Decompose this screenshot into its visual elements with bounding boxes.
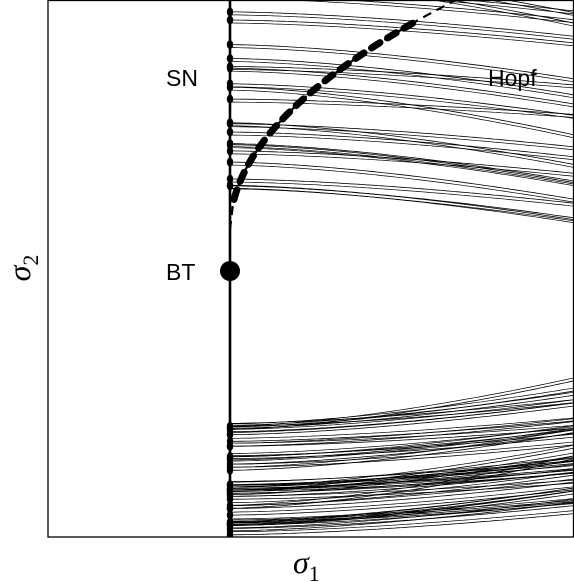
lower-curve: [229, 405, 574, 436]
lower-curve-twin: [229, 429, 574, 462]
lower-curve-twin: [230, 471, 574, 503]
upper-curve: [230, 178, 574, 204]
upper-curve-twin: [428, 0, 574, 15]
plot-area: [48, 0, 574, 537]
upper-curve-twin: [230, 47, 574, 83]
lower-curve-twin: [230, 399, 574, 430]
x-axis-symbol: σ: [293, 544, 310, 580]
upper-curve-twin: [230, 70, 574, 108]
upper-curve-twin: [230, 69, 574, 89]
lower-curve-twin: [230, 500, 574, 521]
upper-curve-twin: [430, 0, 574, 27]
lower-curve: [230, 429, 574, 457]
lower-curve: [230, 420, 574, 442]
lower-curve-twin: [229, 456, 574, 483]
curve-family-group: [229, 0, 574, 536]
lower-curve-twin: [230, 510, 574, 533]
lower-curve: [230, 447, 574, 491]
lower-curve-twin: [229, 498, 574, 529]
bt-point: [220, 261, 240, 281]
lower-curve: [230, 474, 574, 506]
lower-curve: [230, 502, 574, 524]
lower-curve-twin: [229, 429, 574, 468]
upper-curve: [229, 143, 574, 182]
lower-curve-twin: [230, 487, 574, 522]
lower-curve: [229, 501, 574, 532]
upper-curve: [230, 144, 574, 184]
lower-curve-twin: [229, 418, 574, 444]
x-axis-subscript: 1: [309, 561, 320, 582]
lower-curve-twin: [230, 490, 574, 523]
lower-curve-twin: [230, 417, 574, 439]
lower-curve: [229, 436, 574, 460]
tangency-markers: [226, 7, 234, 537]
lower-curve-twin: [229, 425, 574, 444]
upper-curve: [230, 58, 574, 96]
upper-curve-twin: [230, 181, 574, 207]
lower-curve: [230, 513, 574, 536]
lower-curve: [230, 390, 574, 428]
lower-curve: [230, 458, 574, 509]
upper-curve: [448, 0, 574, 24]
lower-curve: [230, 394, 574, 429]
lower-curve: [229, 459, 574, 486]
lower-curve-twin: [230, 486, 574, 513]
hopf-label: Hopf: [488, 65, 537, 91]
upper-curve: [461, 0, 574, 12]
hopf-tangency-dashes: [230, 15, 424, 203]
upper-curve: [230, 184, 574, 221]
lower-curve: [229, 432, 574, 465]
upper-curve-twin: [230, 153, 574, 177]
upper-curve-twin: [229, 126, 574, 151]
y-axis-symbol: σ: [1, 264, 37, 281]
lower-curve: [230, 472, 574, 492]
upper-curve: [230, 44, 574, 80]
lower-curve: [229, 432, 574, 471]
upper-curve: [229, 123, 574, 148]
lower-curve-twin: [229, 402, 574, 433]
upper-curve-twin: [230, 147, 574, 187]
upper-curve-twin: [230, 14, 574, 40]
upper-curve-twin: [230, 86, 574, 119]
upper-curve-twin: [229, 146, 574, 185]
lower-curve-twin: [230, 387, 574, 425]
upper-curve-twin: [230, 187, 574, 224]
upper-curve-twin: [230, 89, 574, 139]
sn-label: SN: [166, 65, 198, 91]
lower-curve: [230, 490, 574, 525]
lower-curve-twin: [230, 426, 574, 454]
lower-curve-twin: [230, 441, 574, 465]
bt-label: BT: [166, 259, 195, 285]
lower-curve: [230, 481, 574, 509]
upper-curve: [504, 0, 574, 13]
lower-curve: [229, 421, 574, 447]
lower-curve: [230, 493, 574, 526]
lower-curve-twin: [230, 391, 574, 426]
upper-curve: [230, 161, 574, 200]
upper-curve: [230, 150, 574, 174]
upper-curve: [230, 83, 574, 116]
lower-curve: [230, 482, 574, 500]
upper-curve: [230, 11, 574, 37]
upper-curve: [229, 131, 574, 158]
upper-curve-twin: [230, 61, 574, 99]
upper-curve-twin: [278, 0, 574, 24]
upper-curve-twin: [229, 134, 574, 161]
lower-curve-twin: [230, 444, 574, 488]
upper-curve: [339, 0, 574, 21]
upper-curve-twin: [230, 164, 574, 203]
upper-curve: [230, 86, 574, 136]
y-axis-label: σ2: [1, 255, 43, 282]
upper-curve: [230, 66, 574, 86]
upper-curve-twin: [230, 101, 574, 118]
lower-curve: [230, 444, 574, 468]
x-axis-label: σ1: [293, 544, 320, 582]
lower-curve-twin: [230, 455, 574, 506]
y-axis-subscript: 2: [18, 255, 43, 266]
svg-text:σ2: σ2: [1, 255, 43, 282]
lower-curve-twin: [229, 433, 574, 457]
